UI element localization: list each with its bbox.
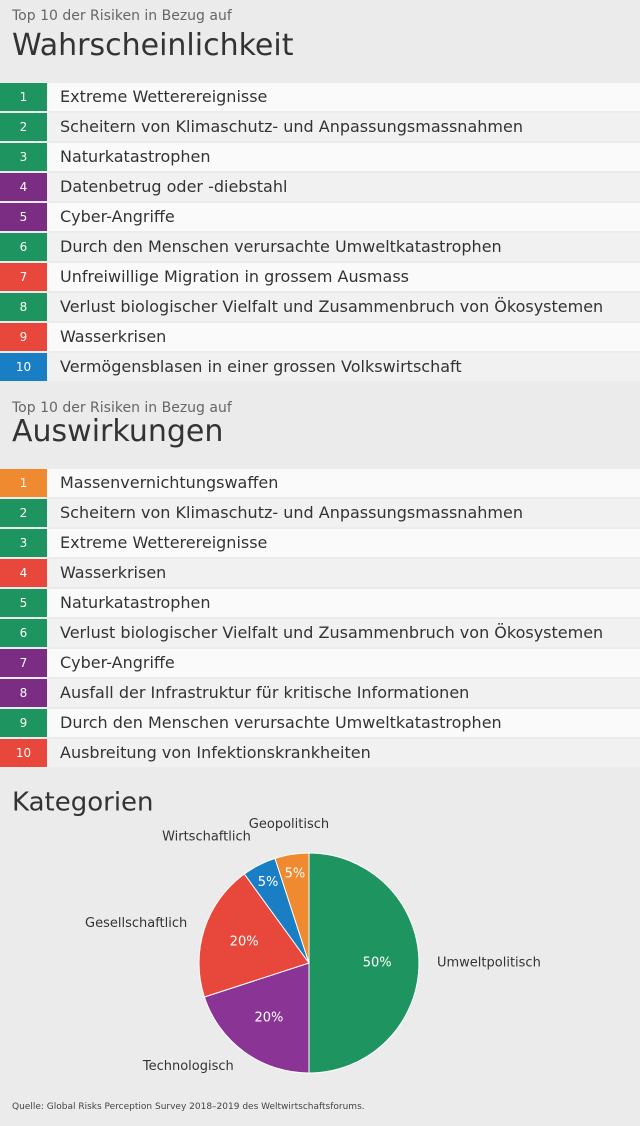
category-label: Gesellschaftlich: [85, 916, 187, 931]
risk-row: 2 Scheitern von Klimaschutz- und Anpassun…: [0, 113, 640, 141]
risk-label: Durch den Menschen verursachte Umweltkat…: [60, 237, 502, 256]
rank: 9: [0, 709, 47, 737]
rank: 10: [0, 353, 47, 381]
category-label: Wirtschaftlich: [162, 829, 251, 844]
pie-chart: Kategorien 50% Umweltpolitisch 20% Technolo…: [12, 788, 541, 1075]
risk-row: 7 Unfreiwillige Migration in grossem Ausm…: [0, 263, 640, 291]
rank: 8: [0, 293, 47, 321]
rank: 8: [0, 679, 47, 707]
rank: 2: [0, 499, 47, 527]
risk-row: 8 Ausfall der Infrastruktur für kritische…: [0, 679, 640, 707]
rank: 4: [0, 559, 47, 587]
value-label: 5%: [285, 866, 306, 881]
rank: 6: [0, 619, 47, 647]
risk-label: Ausbreitung von Infektionskrankheiten: [60, 743, 371, 762]
chart-title: Kategorien: [12, 788, 154, 818]
rank: 6: [0, 233, 47, 261]
rank: 1: [0, 83, 47, 111]
risk-row: 6 Verlust biologischer Vielfalt und Zusam…: [0, 619, 640, 647]
pie-slice: [198, 873, 310, 998]
category-label: Umweltpolitisch: [437, 956, 541, 971]
risk-row: 1 Extreme Wetterereignisse: [0, 83, 640, 111]
section-kicker: Top 10 der Risiken in Bezug auf: [12, 400, 232, 416]
risk-label: Scheitern von Klimaschutz- und Anpassung…: [60, 117, 523, 136]
section-kicker: Top 10 der Risiken in Bezug auf: [12, 8, 232, 24]
risk-row: 7 Cyber-Angriffe: [0, 649, 640, 677]
risk-row: 8 Verlust biologischer Vielfalt und Zusam…: [0, 293, 640, 321]
rank: 5: [0, 589, 47, 617]
risk-row: 5 Naturkatastrophen: [0, 589, 640, 617]
value-label: 50%: [363, 956, 392, 971]
risk-label: Verlust biologischer Vielfalt und Zusamm…: [60, 623, 604, 642]
rank: 5: [0, 203, 47, 231]
pie-slice: [308, 852, 420, 1074]
risk-row: 5 Cyber-Angriffe: [0, 203, 640, 231]
pie-slice: [203, 962, 310, 1074]
risk-label: Cyber-Angriffe: [60, 653, 175, 672]
risk-label: Wasserkrisen: [60, 327, 167, 346]
risk-row: 9 Wasserkrisen: [0, 323, 640, 351]
risk-row: 10 Vermögensblasen in einer grossen Volks…: [0, 353, 640, 381]
risk-row: 6 Durch den Menschen verursachte Umweltka…: [0, 233, 640, 261]
risk-label: Scheitern von Klimaschutz- und Anpassung…: [60, 503, 523, 522]
risk-label: Naturkatastrophen: [60, 147, 211, 166]
rank: 3: [0, 143, 47, 171]
risk-label: Extreme Wetterereignisse: [60, 87, 268, 106]
risk-label: Unfreiwillige Migration in grossem Ausma…: [60, 267, 409, 286]
rank: 1: [0, 469, 47, 497]
risk-label: Durch den Menschen verursachte Umweltkat…: [60, 713, 502, 732]
rank: 4: [0, 173, 47, 201]
section-title: Auswirkungen: [12, 414, 224, 449]
rank: 7: [0, 263, 47, 291]
risk-row: 4 Datenbetrug oder -diebstahl: [0, 173, 640, 201]
risk-row: 9 Durch den Menschen verursachte Umweltka…: [0, 709, 640, 737]
risk-label: Naturkatastrophen: [60, 593, 211, 612]
risk-label: Massenvernichtungswaffen: [60, 473, 279, 492]
value-label: 20%: [230, 934, 259, 949]
footer: Quelle: Global Risks Perception Survey 2…: [12, 1102, 365, 1112]
risk-row: 3 Naturkatastrophen: [0, 143, 640, 171]
rank: 2: [0, 113, 47, 141]
risk-row: 3 Extreme Wetterereignisse: [0, 529, 640, 557]
risk-row: 2 Scheitern von Klimaschutz- und Anpassun…: [0, 499, 640, 527]
rank: 3: [0, 529, 47, 557]
category-label: Geopolitisch: [249, 817, 329, 832]
risk-label: Verlust biologischer Vielfalt und Zusamm…: [60, 297, 604, 316]
risk-label: Cyber-Angriffe: [60, 207, 175, 226]
risk-row: 4 Wasserkrisen: [0, 559, 640, 587]
rank: 7: [0, 649, 47, 677]
risk-label: Wasserkrisen: [60, 563, 167, 582]
pie-slice: [274, 852, 310, 964]
risk-row: 10 Ausbreitung von Infektionskrankheiten: [0, 739, 640, 767]
risk-row: 1 Massenvernichtungswaffen: [0, 469, 640, 497]
rank: 10: [0, 739, 47, 767]
value-label: 20%: [254, 1011, 283, 1026]
section-title: Wahrscheinlichkeit: [12, 28, 294, 63]
category-label: Technologisch: [142, 1059, 234, 1074]
rank: 9: [0, 323, 47, 351]
value-label: 5%: [258, 875, 279, 890]
risk-label: Extreme Wetterereignisse: [60, 533, 268, 552]
risk-label: Vermögensblasen in einer grossen Volkswi…: [60, 357, 462, 376]
risk-label: Datenbetrug oder -diebstahl: [60, 177, 288, 196]
risk-label: Ausfall der Infrastruktur für kritische …: [60, 683, 470, 702]
